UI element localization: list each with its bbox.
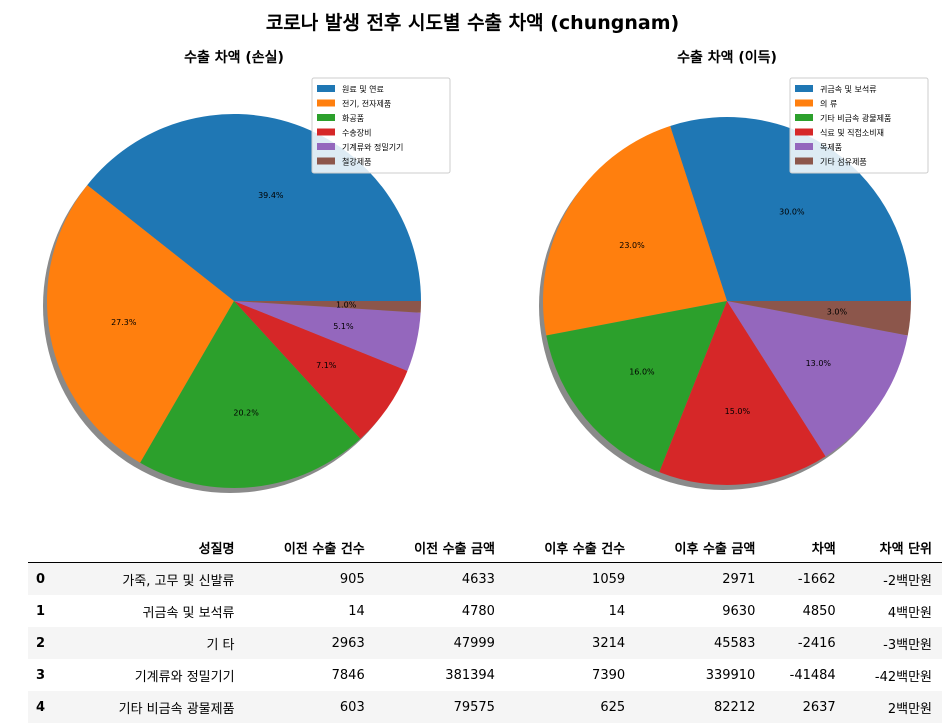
legend-swatch <box>795 114 813 121</box>
slice-value-label: 13.0% <box>806 359 832 368</box>
table-cell: 625 <box>505 691 635 723</box>
row-index: 2 <box>28 627 64 659</box>
table-cell: -2416 <box>765 627 845 659</box>
table-cell: -41484 <box>765 659 845 691</box>
pie-chart-loss: 수출 차액 (손실) 39.4% 27.3% 20.2% 7.1% 5.1% 1.0% 원… <box>0 40 470 510</box>
legend-swatch <box>795 158 813 165</box>
table-cell: 381394 <box>375 659 505 691</box>
legend-label: 수송장비 <box>342 128 371 138</box>
table-cell: 14 <box>505 595 635 627</box>
legend-label: 의 류 <box>820 99 837 109</box>
table-cell: 4850 <box>765 595 845 627</box>
column-header: 차액 <box>765 532 845 563</box>
table-body: 0 가죽, 고무 및 신발류 905 4633 1059 2971 -1662 -2백만원 1 귀… <box>28 563 942 724</box>
legend-label: 철강제품 <box>342 157 371 167</box>
slice-value-label: 7.1% <box>316 361 337 370</box>
table-cell: 905 <box>245 563 375 596</box>
column-header: 이후 수출 건수 <box>505 532 635 563</box>
legend-swatch <box>795 100 813 107</box>
table-row: 0 가죽, 고무 및 신발류 905 4633 1059 2971 -1662 -2백만원 <box>28 563 942 596</box>
pie-chart-gain: 수출 차액 (이득) 30.0% 23.0% 16.0% 15.0% 13.0% 3.0%… <box>490 40 940 510</box>
table-cell: 2971 <box>635 563 765 596</box>
legend-swatch <box>317 129 335 136</box>
table-cell: -3백만원 <box>846 627 942 659</box>
table-cell: 82212 <box>635 691 765 723</box>
table-cell: 가죽, 고무 및 신발류 <box>64 563 245 596</box>
table-cell: 2백만원 <box>846 691 942 723</box>
column-header: 이후 수출 금액 <box>635 532 765 563</box>
table-cell: 47999 <box>375 627 505 659</box>
table-cell: 귀금속 및 보석류 <box>64 595 245 627</box>
row-index: 1 <box>28 595 64 627</box>
legend-swatch <box>795 129 813 136</box>
column-header: 성질명 <box>64 532 245 563</box>
slice-value-label: 23.0% <box>619 241 645 250</box>
table-cell: 7846 <box>245 659 375 691</box>
slice-value-label: 1.0% <box>336 301 357 310</box>
slice-value-label: 20.2% <box>233 409 259 418</box>
table-row: 3 기계류와 정밀기기 7846 381394 7390 339910 -41484 -42백… <box>28 659 942 691</box>
table-cell: 기계류와 정밀기기 <box>64 659 245 691</box>
table-cell: 3214 <box>505 627 635 659</box>
legend-label: 전기, 전자제품 <box>342 99 391 109</box>
table-cell: 7390 <box>505 659 635 691</box>
legend-label: 기타 비금속 광물제품 <box>820 113 891 123</box>
column-header: 이전 수출 건수 <box>245 532 375 563</box>
table-cell: 9630 <box>635 595 765 627</box>
legend-swatch <box>795 85 813 92</box>
table-cell: -2백만원 <box>846 563 942 596</box>
table-cell: 기타 비금속 광물제품 <box>64 691 245 723</box>
column-header: 차액 단위 <box>846 532 942 563</box>
slice-value-label: 3.0% <box>827 307 848 316</box>
slice-value-label: 27.3% <box>111 318 137 327</box>
table-cell: 2637 <box>765 691 845 723</box>
table-cell: 14 <box>245 595 375 627</box>
legend-label: 식료 및 직접소비재 <box>820 128 884 138</box>
data-table: 성질명 이전 수출 건수 이전 수출 금액 이후 수출 건수 이후 수출 금액 차액 차액 … <box>28 532 942 723</box>
column-header: 이전 수출 금액 <box>375 532 505 563</box>
legend-swatch <box>317 143 335 150</box>
table-cell: -1662 <box>765 563 845 596</box>
slice-value-label: 30.0% <box>779 208 805 217</box>
slice-value-label: 15.0% <box>725 407 751 416</box>
chart-title: 수출 차액 (손실) <box>184 49 284 66</box>
chart-title: 수출 차액 (이득) <box>677 49 777 66</box>
table-cell: 1059 <box>505 563 635 596</box>
legend-label: 목제품 <box>820 143 842 152</box>
table-cell: 79575 <box>375 691 505 723</box>
table-cell: 4백만원 <box>846 595 942 627</box>
legend-swatch <box>317 85 335 92</box>
table-row: 4 기타 비금속 광물제품 603 79575 625 82212 2637 2백만원 <box>28 691 942 723</box>
table-header-row: 성질명 이전 수출 건수 이전 수출 금액 이후 수출 건수 이후 수출 금액 차액 차액 … <box>28 532 942 563</box>
legend-swatch <box>317 114 335 121</box>
legend-label: 기계류와 정밀기기 <box>342 142 403 152</box>
figure-title: 코로나 발생 전후 시도별 수출 차액 (chungnam) <box>0 8 945 35</box>
table-row: 1 귀금속 및 보석류 14 4780 14 9630 4850 4백만원 <box>28 595 942 627</box>
row-index: 0 <box>28 563 64 596</box>
row-index: 4 <box>28 691 64 723</box>
slice-value-label: 39.4% <box>258 191 284 200</box>
table-cell: 2963 <box>245 627 375 659</box>
legend-label: 원료 및 연료 <box>342 84 384 94</box>
table-row: 2 기 타 2963 47999 3214 45583 -2416 -3백만원 <box>28 627 942 659</box>
table-cell: -42백만원 <box>846 659 942 691</box>
table-cell: 603 <box>245 691 375 723</box>
legend-swatch <box>317 100 335 107</box>
legend-label: 화공품 <box>342 114 364 123</box>
legend-label: 기타 섬유제품 <box>820 157 867 167</box>
slice-value-label: 5.1% <box>333 322 354 331</box>
row-index: 3 <box>28 659 64 691</box>
table-cell: 4780 <box>375 595 505 627</box>
table-cell: 45583 <box>635 627 765 659</box>
column-header <box>28 532 64 563</box>
legend-swatch <box>795 143 813 150</box>
table-cell: 339910 <box>635 659 765 691</box>
table-cell: 4633 <box>375 563 505 596</box>
legend-swatch <box>317 158 335 165</box>
table-cell: 기 타 <box>64 627 245 659</box>
legend-label: 귀금속 및 보석류 <box>820 84 877 94</box>
slice-value-label: 16.0% <box>629 367 655 376</box>
